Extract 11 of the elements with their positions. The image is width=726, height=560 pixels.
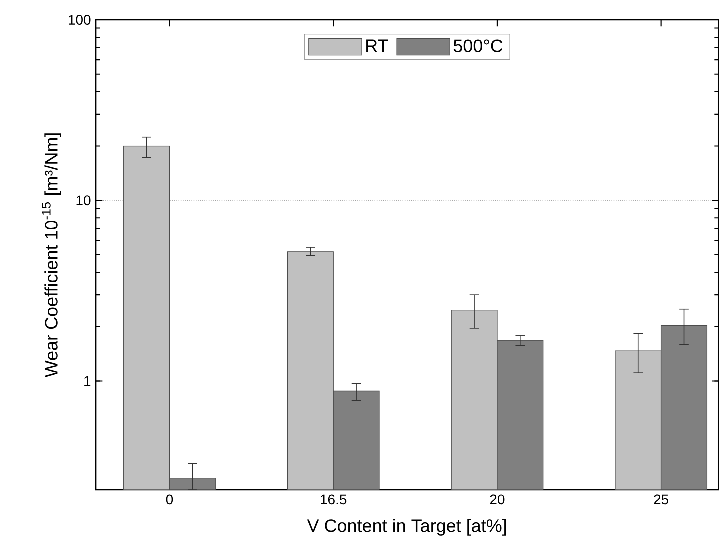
x-tick-label: 16.5: [321, 494, 347, 505]
legend-label: 500°C: [454, 40, 503, 52]
y-tick-label: 1: [84, 376, 91, 386]
x-axis-title: V Content in Target [at%]: [307, 519, 506, 536]
x-tick-label: 25: [654, 494, 669, 505]
legend-label: RT: [366, 40, 388, 52]
x-tick-label: 20: [490, 494, 505, 505]
x-tick-label: 0: [166, 494, 174, 505]
y-axis-title: Wear Coefficient 10$^{-15}$ [m³/Nm]: [42, 134, 62, 378]
y-tick-label: 10: [76, 196, 91, 206]
y-tick-label: 100: [69, 15, 91, 25]
